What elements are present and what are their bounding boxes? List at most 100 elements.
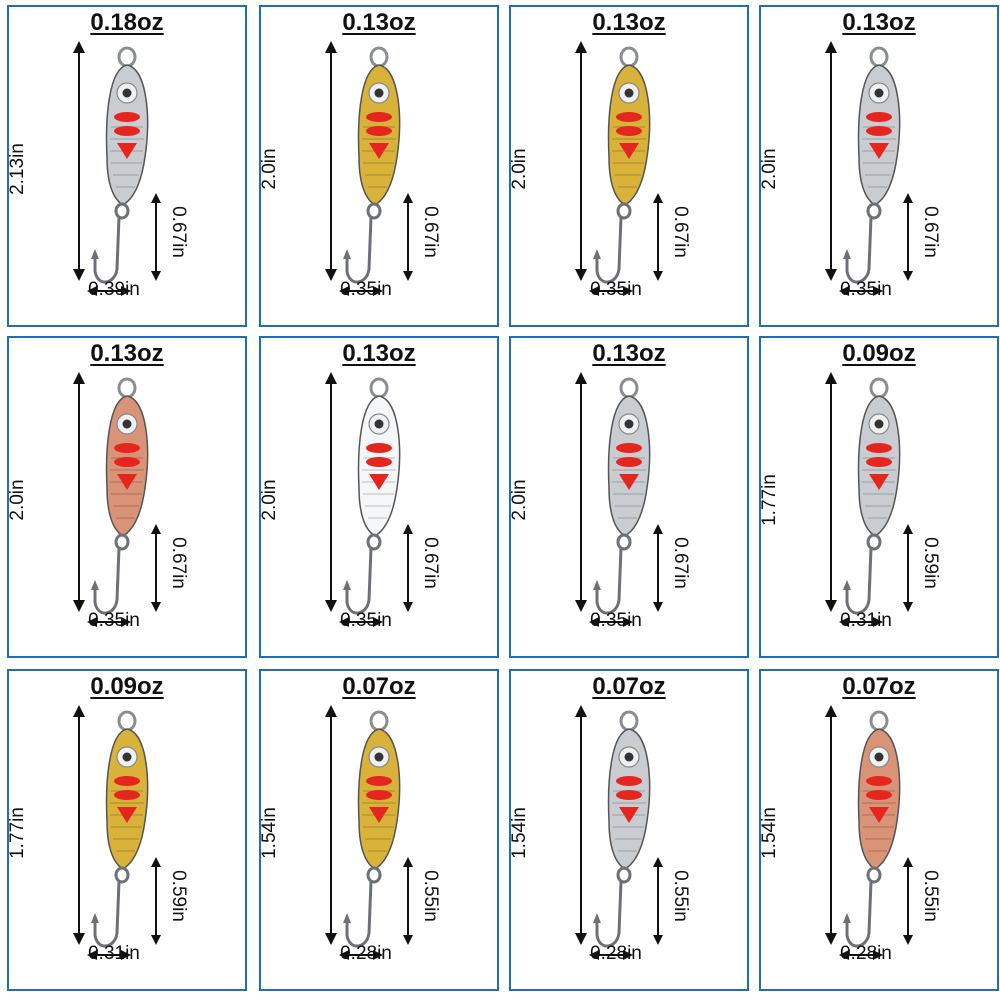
weight-label: 0.13oz [342,9,416,36]
width-arrow [589,286,633,296]
red-stripes [866,112,892,159]
weight-label: 0.07oz [342,673,416,700]
width-arrow [339,617,383,627]
split-ring [369,377,389,399]
width-label: 0.28in [340,943,392,964]
split-ring [117,377,137,399]
hook-length-label: 0.67in [670,537,691,589]
length-arrow [575,372,587,612]
hook-length-arrow [403,857,413,945]
length-label: 2.0in [259,148,280,190]
split-ring [117,46,137,68]
treble-hook [91,202,130,284]
hook-length-arrow [903,857,913,945]
length-arrow [325,372,337,612]
treble-hook [593,866,632,948]
length-label: 2.13in [7,143,28,195]
hook-length-arrow [653,193,663,281]
eye-icon [368,82,390,104]
lure-illustration [73,41,161,296]
weight-label: 0.13oz [842,9,916,36]
treble-hook [91,866,130,948]
hook-length-arrow [653,857,663,945]
length-label: 1.54in [509,807,530,859]
red-stripes [114,776,140,823]
eye-icon [868,82,890,104]
weight-label: 0.13oz [592,340,666,367]
weight-label: 0.13oz [592,9,666,36]
length-arrow [575,705,587,945]
treble-hook [343,533,382,615]
lure-card-2: 0.13oz 2.0in 0.67in 0.35in [259,5,499,327]
weight-label: 0.13oz [90,340,164,367]
lure-illustration [825,41,913,296]
hook-length-label: 0.55in [670,870,691,922]
eye-icon [368,413,390,435]
lure-illustration [325,372,413,627]
width-arrow [339,286,383,296]
lure-card-4: 0.13oz 2.0in 0.67in 0.35in [759,5,999,327]
weight-label: 0.18oz [90,9,164,36]
width-label: 0.31in [840,610,892,631]
length-arrow [575,41,587,281]
length-label: 2.0in [259,479,280,521]
width-arrow [839,286,883,296]
width-arrow [87,286,131,296]
length-arrow [325,705,337,945]
width-arrow [589,950,633,960]
width-label: 0.35in [590,279,642,300]
split-ring [869,377,889,399]
hook-length-arrow [903,193,913,281]
width-label: 0.35in [340,279,392,300]
length-arrow [73,705,85,945]
red-stripes [616,112,642,159]
length-label: 1.77in [7,807,28,859]
length-arrow [825,41,837,281]
treble-hook [91,533,130,615]
hook-length-arrow [151,193,161,281]
treble-hook [843,866,882,948]
weight-label: 0.09oz [842,340,916,367]
eye-icon [868,746,890,768]
lure-card-9: 0.09oz 1.77in 0.59in 0.31in [7,669,247,991]
hook-length-label: 0.67in [168,537,189,589]
red-stripes [616,776,642,823]
red-stripes [866,443,892,490]
length-label: 2.0in [7,479,28,521]
hook-length-label: 0.59in [920,537,941,589]
red-stripes [114,112,140,159]
width-arrow [839,617,883,627]
red-stripes [866,776,892,823]
hook-length-arrow [151,857,161,945]
red-stripes [366,112,392,159]
lure-card-10: 0.07oz 1.54in 0.55in 0.28in [259,669,499,991]
lure-card-5: 0.13oz 2.0in 0.67in 0.35in [7,336,247,658]
red-stripes [366,776,392,823]
treble-hook [593,202,632,284]
split-ring [619,377,639,399]
split-ring [869,46,889,68]
lure-illustration [325,41,413,296]
width-label: 0.35in [340,610,392,631]
hook-length-label: 0.55in [420,870,441,922]
hook-length-arrow [403,524,413,612]
width-arrow [339,950,383,960]
width-arrow [839,950,883,960]
length-arrow [73,372,85,612]
length-label: 2.0in [509,479,530,521]
width-arrow [87,950,131,960]
length-arrow [825,705,837,945]
red-stripes [366,443,392,490]
lure-illustration [325,705,413,960]
length-label: 1.54in [759,807,780,859]
eye-icon [368,746,390,768]
hook-length-label: 0.67in [670,206,691,258]
width-label: 0.35in [840,279,892,300]
lure-illustration [825,372,913,627]
length-arrow [325,41,337,281]
width-label: 0.28in [840,943,892,964]
hook-length-label: 0.59in [168,870,189,922]
width-arrow [589,617,633,627]
lure-illustration [825,705,913,960]
length-label: 1.54in [259,807,280,859]
